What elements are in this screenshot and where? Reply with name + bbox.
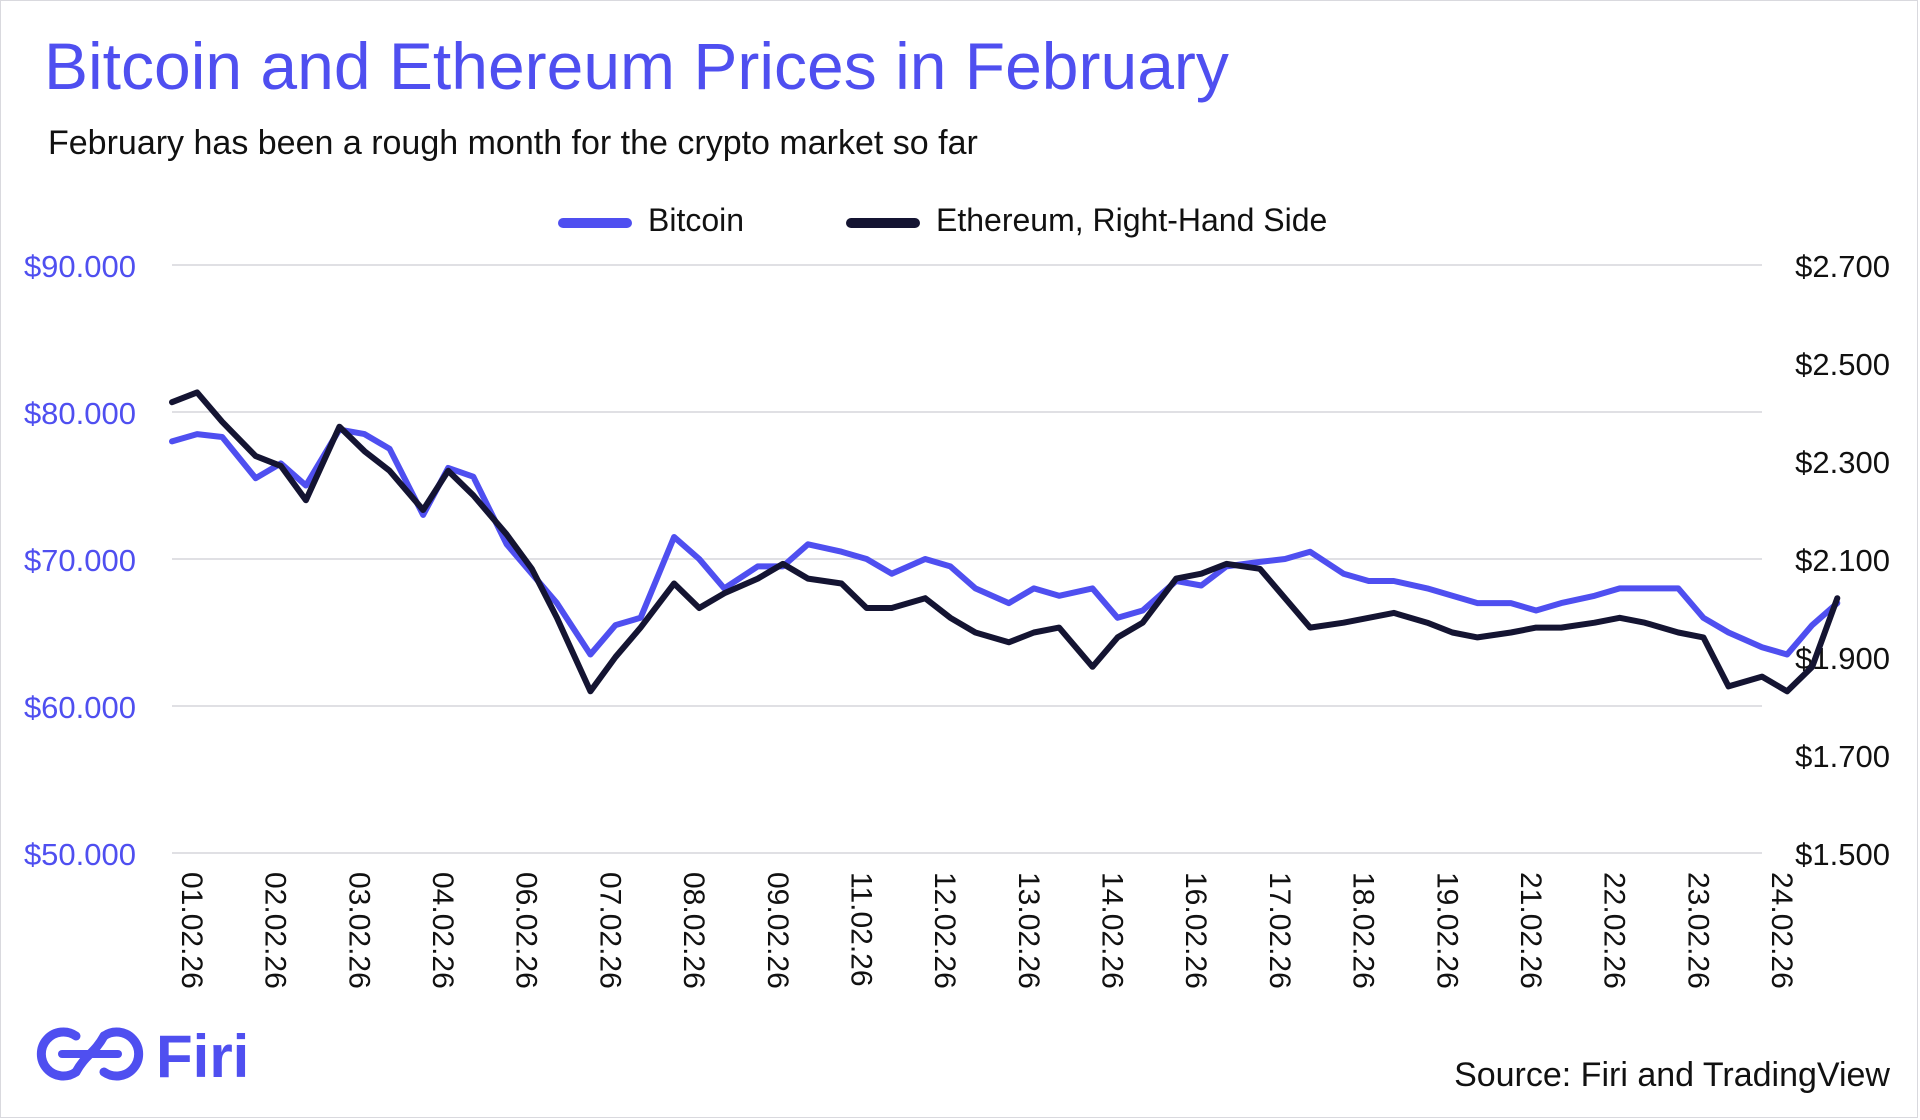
y-left-tick-label: $90.000 [24, 249, 136, 284]
x-tick-label: 21.02.26 [1514, 872, 1547, 989]
x-tick-label: 14.02.26 [1096, 872, 1129, 989]
y-right-tick-label: $1.500 [1795, 837, 1890, 872]
x-tick-label: 11.02.26 [844, 872, 877, 987]
x-tick-label: 16.02.26 [1179, 872, 1212, 989]
y-right-tick-label: $2.300 [1795, 445, 1890, 480]
x-tick-label: 01.02.26 [175, 872, 208, 989]
x-tick-label: 07.02.26 [593, 872, 626, 989]
x-tick-label: 03.02.26 [342, 872, 375, 989]
x-tick-label: 09.02.26 [761, 872, 794, 989]
x-tick-label: 18.02.26 [1347, 872, 1380, 989]
brand-name: Firi [156, 1023, 250, 1090]
y-left-tick-label: $80.000 [24, 396, 136, 431]
source-note: Source: Firi and TradingView [1454, 1056, 1890, 1094]
x-tick-label: 13.02.26 [1012, 872, 1045, 989]
legend-swatch-ethereum [846, 218, 920, 228]
series-line-ethereum [169, 389, 1841, 695]
y-left-tick-label: $70.000 [24, 543, 136, 578]
x-tick-label: 24.02.26 [1765, 872, 1798, 989]
y-right-tick-label: $2.100 [1795, 543, 1890, 578]
x-tick-label: 22.02.26 [1598, 872, 1631, 989]
x-tick-label: 23.02.26 [1681, 872, 1714, 989]
x-tick-label: 04.02.26 [426, 872, 459, 989]
x-tick-label: 17.02.26 [1263, 872, 1296, 989]
firi-logo-icon [36, 1027, 144, 1081]
y-left-tick-label: $50.000 [24, 837, 136, 872]
chart-title: Bitcoin and Ethereum Prices in February [44, 29, 1229, 103]
y-right-tick-label: $2.500 [1795, 347, 1890, 382]
x-tick-label: 19.02.26 [1430, 872, 1463, 989]
legend-label-bitcoin: Bitcoin [648, 202, 745, 238]
x-tick-label: 06.02.26 [510, 872, 543, 989]
y-right-tick-label: $1.700 [1795, 739, 1890, 774]
legend-swatch-bitcoin [558, 218, 632, 228]
x-tick-label: 12.02.26 [928, 872, 961, 989]
y-left-tick-label: $60.000 [24, 690, 136, 725]
x-tick-label: 08.02.26 [677, 872, 710, 989]
x-tick-label: 02.02.26 [259, 872, 292, 989]
y-right-tick-label: $2.700 [1795, 249, 1890, 284]
legend-label-ethereum: Ethereum, Right-Hand Side [936, 202, 1328, 238]
chart-subtitle: February has been a rough month for the … [48, 124, 978, 162]
